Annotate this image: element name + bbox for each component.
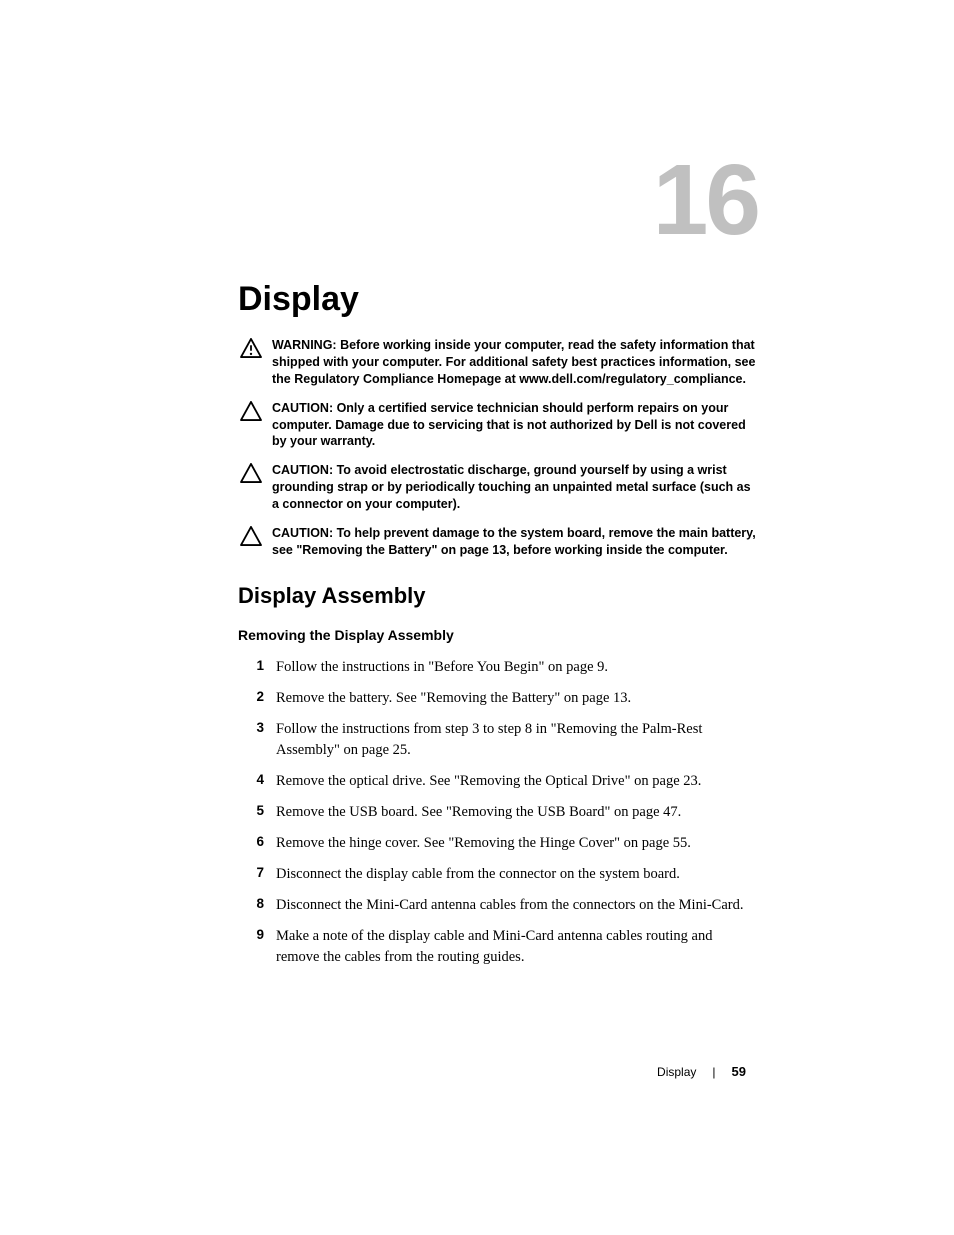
caution-text: CAUTION: To help prevent damage to the s… <box>272 525 758 559</box>
warning-block: WARNING: Before working inside your comp… <box>238 337 758 388</box>
step-item: 2Remove the battery. See "Removing the B… <box>238 688 758 709</box>
caution-icon <box>240 526 262 546</box>
steps-list: 1Follow the instructions in "Before You … <box>238 657 758 968</box>
page-number: 59 <box>732 1064 746 1079</box>
caution-text: CAUTION: To avoid electrostatic discharg… <box>272 462 758 513</box>
warning-icon <box>240 338 262 358</box>
section-title: Display Assembly <box>238 583 758 609</box>
chapter-title: Display <box>238 280 758 319</box>
subsection-title: Removing the Display Assembly <box>238 627 758 643</box>
step-item: 7Disconnect the display cable from the c… <box>238 864 758 885</box>
step-item: 3Follow the instructions from step 3 to … <box>238 719 758 761</box>
page-content: 16 Display WARNING: Before working insid… <box>238 150 758 978</box>
warning-text: WARNING: Before working inside your comp… <box>272 337 758 388</box>
chapter-number: 16 <box>238 150 758 250</box>
step-item: 6Remove the hinge cover. See "Removing t… <box>238 833 758 854</box>
page-footer: Display | 59 <box>657 1064 746 1079</box>
caution-block: CAUTION: To help prevent damage to the s… <box>238 525 758 559</box>
caution-icon <box>240 463 262 483</box>
caution-text: CAUTION: Only a certified service techni… <box>272 400 758 451</box>
step-item: 9Make a note of the display cable and Mi… <box>238 926 758 968</box>
footer-separator: | <box>712 1065 715 1079</box>
step-item: 1Follow the instructions in "Before You … <box>238 657 758 678</box>
caution-block: CAUTION: To avoid electrostatic discharg… <box>238 462 758 513</box>
step-item: 8Disconnect the Mini-Card antenna cables… <box>238 895 758 916</box>
caution-icon <box>240 401 262 421</box>
step-item: 5Remove the USB board. See "Removing the… <box>238 802 758 823</box>
step-item: 4Remove the optical drive. See "Removing… <box>238 771 758 792</box>
footer-section: Display <box>657 1065 696 1079</box>
caution-block: CAUTION: Only a certified service techni… <box>238 400 758 451</box>
